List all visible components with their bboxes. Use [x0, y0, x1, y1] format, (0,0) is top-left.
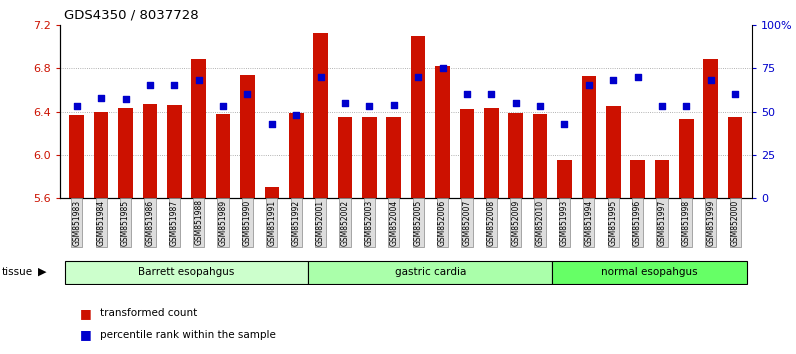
Point: [509, 100, 522, 106]
Bar: [459, 109, 474, 198]
Point: [338, 100, 351, 106]
Point: [70, 103, 83, 109]
Text: percentile rank within the sample: percentile rank within the sample: [100, 330, 275, 339]
Text: GSM852008: GSM852008: [487, 200, 496, 246]
Bar: [435, 66, 450, 198]
Bar: [119, 108, 133, 198]
Point: [533, 103, 546, 109]
Text: GSM851996: GSM851996: [633, 200, 642, 246]
Text: GSM852005: GSM852005: [414, 200, 423, 246]
Point: [680, 103, 693, 109]
Text: GSM852006: GSM852006: [438, 200, 447, 246]
Point: [436, 65, 449, 71]
Bar: [264, 187, 279, 198]
Text: GSM851988: GSM851988: [194, 200, 203, 245]
Text: GSM852010: GSM852010: [536, 200, 544, 246]
Text: ▶: ▶: [38, 267, 47, 277]
Point: [266, 121, 279, 126]
Bar: [386, 117, 401, 198]
Point: [168, 82, 181, 88]
Bar: [679, 119, 693, 198]
Text: ■: ■: [80, 307, 92, 320]
Bar: [191, 59, 206, 198]
Text: GDS4350 / 8037728: GDS4350 / 8037728: [64, 9, 198, 22]
Bar: [606, 106, 621, 198]
Bar: [167, 105, 181, 198]
Text: Barrett esopahgus: Barrett esopahgus: [139, 267, 235, 277]
Bar: [362, 117, 377, 198]
Point: [656, 103, 669, 109]
Point: [485, 91, 498, 97]
Point: [388, 102, 400, 107]
Text: GSM852002: GSM852002: [341, 200, 349, 246]
Point: [193, 78, 205, 83]
Point: [583, 82, 595, 88]
Text: GSM852009: GSM852009: [511, 200, 521, 246]
Text: ■: ■: [80, 328, 92, 341]
Text: GSM852004: GSM852004: [389, 200, 398, 246]
Text: GSM851986: GSM851986: [146, 200, 154, 246]
Point: [143, 82, 156, 88]
Bar: [533, 114, 548, 198]
Bar: [552, 261, 747, 284]
Text: GSM851983: GSM851983: [72, 200, 81, 246]
Text: normal esopahgus: normal esopahgus: [602, 267, 698, 277]
Text: GSM851995: GSM851995: [609, 200, 618, 246]
Text: GSM851998: GSM851998: [682, 200, 691, 246]
Text: GSM851985: GSM851985: [121, 200, 130, 246]
Bar: [484, 108, 498, 198]
Bar: [582, 76, 596, 198]
Bar: [411, 36, 426, 198]
Bar: [654, 160, 669, 198]
Bar: [557, 160, 572, 198]
Point: [95, 95, 107, 101]
Point: [558, 121, 571, 126]
Point: [119, 97, 132, 102]
Text: GSM851987: GSM851987: [170, 200, 179, 246]
Point: [314, 74, 327, 80]
Text: GSM851984: GSM851984: [96, 200, 106, 246]
Bar: [142, 104, 158, 198]
Text: GSM851999: GSM851999: [706, 200, 716, 246]
Bar: [94, 112, 108, 198]
Bar: [240, 75, 255, 198]
Text: GSM852003: GSM852003: [365, 200, 374, 246]
Text: transformed count: transformed count: [100, 308, 197, 318]
Text: GSM851994: GSM851994: [584, 200, 593, 246]
Bar: [216, 114, 230, 198]
Point: [607, 78, 619, 83]
Point: [363, 103, 376, 109]
Text: GSM851990: GSM851990: [243, 200, 252, 246]
Bar: [289, 113, 303, 198]
Text: GSM851991: GSM851991: [267, 200, 276, 246]
Text: gastric cardia: gastric cardia: [395, 267, 466, 277]
Text: GSM852007: GSM852007: [462, 200, 471, 246]
Point: [241, 91, 254, 97]
Text: GSM851992: GSM851992: [291, 200, 301, 246]
Text: GSM851993: GSM851993: [560, 200, 569, 246]
Text: GSM851997: GSM851997: [657, 200, 666, 246]
Point: [729, 91, 742, 97]
Point: [704, 78, 717, 83]
Bar: [704, 59, 718, 198]
Point: [412, 74, 424, 80]
Bar: [728, 117, 743, 198]
Point: [461, 91, 474, 97]
Point: [290, 112, 302, 118]
Bar: [314, 34, 328, 198]
Point: [217, 103, 229, 109]
Bar: [509, 113, 523, 198]
Text: GSM852001: GSM852001: [316, 200, 325, 246]
Bar: [69, 115, 84, 198]
Text: GSM852000: GSM852000: [731, 200, 739, 246]
Point: [631, 74, 644, 80]
Text: tissue: tissue: [2, 267, 33, 277]
Bar: [338, 117, 353, 198]
Bar: [630, 160, 645, 198]
Text: GSM851989: GSM851989: [219, 200, 228, 246]
Bar: [308, 261, 552, 284]
Bar: [64, 261, 308, 284]
